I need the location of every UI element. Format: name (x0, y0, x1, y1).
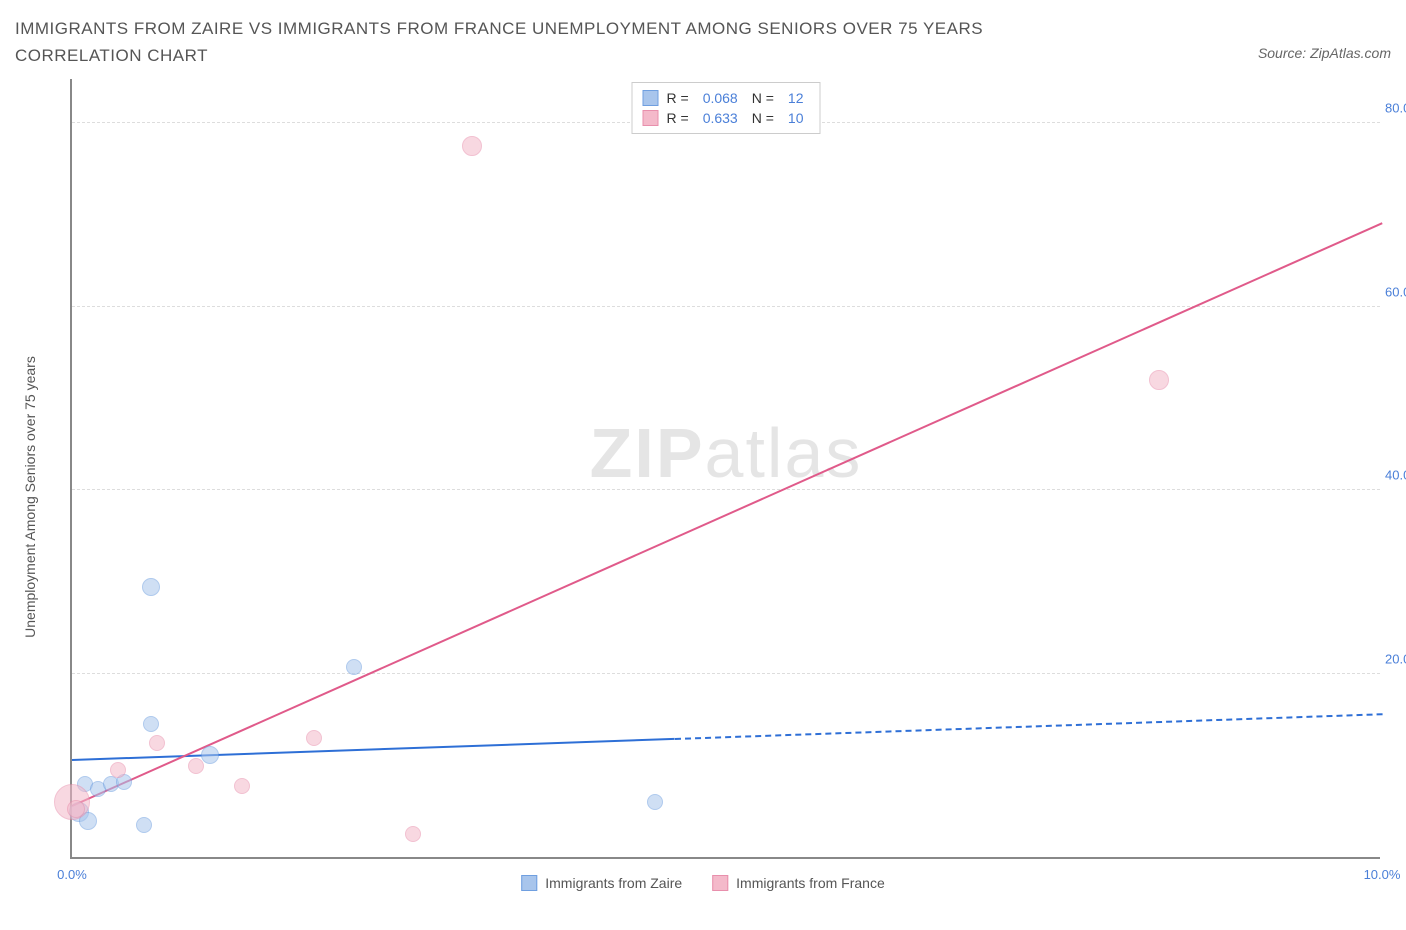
data-point (346, 659, 362, 675)
legend-stat-row: R =0.633N =10 (643, 108, 810, 128)
data-point (405, 826, 421, 842)
chart-container: Unemployment Among Seniors over 75 years… (15, 79, 1391, 899)
data-point (234, 778, 250, 794)
data-point (647, 794, 663, 810)
legend-item: Immigrants from Zaire (521, 875, 682, 891)
legend-swatch (521, 875, 537, 891)
plot-area: ZIPatlas R =0.068N =12R =0.633N =10 20.0… (70, 79, 1380, 859)
source-label: Source: ZipAtlas.com (1258, 45, 1391, 61)
legend-swatch (643, 90, 659, 106)
legend-stats: R =0.068N =12R =0.633N =10 (632, 82, 821, 134)
legend-stat-row: R =0.068N =12 (643, 88, 810, 108)
legend-series: Immigrants from Zaire Immigrants from Fra… (521, 875, 885, 891)
watermark: ZIPatlas (590, 413, 863, 493)
data-point (149, 735, 165, 751)
trend-line (675, 713, 1382, 740)
data-point (110, 762, 126, 778)
data-point (142, 578, 160, 596)
gridline (72, 489, 1380, 490)
y-tick-label: 20.0% (1385, 651, 1406, 666)
data-point (306, 730, 322, 746)
data-point (67, 800, 85, 818)
chart-title: IMMIGRANTS FROM ZAIRE VS IMMIGRANTS FROM… (15, 15, 1115, 69)
header: IMMIGRANTS FROM ZAIRE VS IMMIGRANTS FROM… (15, 15, 1391, 69)
y-tick-label: 60.0% (1385, 284, 1406, 299)
data-point (462, 136, 482, 156)
data-point (136, 817, 152, 833)
y-tick-label: 40.0% (1385, 468, 1406, 483)
x-tick-label: 0.0% (57, 867, 87, 882)
gridline (72, 306, 1380, 307)
legend-swatch (643, 110, 659, 126)
x-tick-label: 10.0% (1364, 867, 1401, 882)
legend-swatch (712, 875, 728, 891)
legend-item: Immigrants from France (712, 875, 885, 891)
data-point (143, 716, 159, 732)
y-axis-label: Unemployment Among Seniors over 75 years (22, 357, 38, 639)
data-point (1149, 370, 1169, 390)
y-tick-label: 80.0% (1385, 101, 1406, 116)
gridline (72, 673, 1380, 674)
data-point (188, 758, 204, 774)
